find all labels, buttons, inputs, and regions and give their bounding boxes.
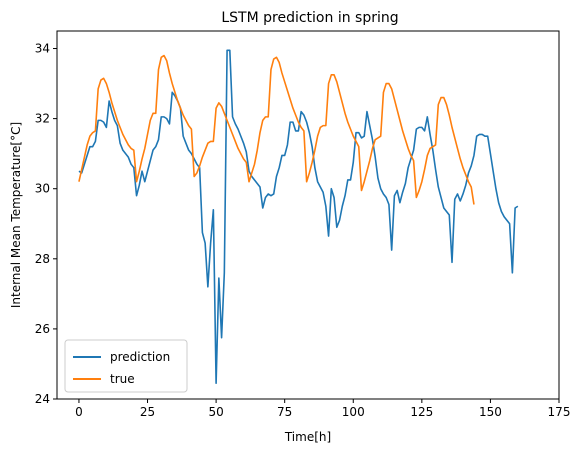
y-tick-label: 28: [35, 252, 50, 266]
x-tick-label: 75: [277, 405, 292, 419]
x-axis: 0 25 50 75 100 125 150 175: [75, 399, 570, 419]
x-tick-label: 150: [479, 405, 502, 419]
x-tick-label: 50: [208, 405, 223, 419]
series-layer: [78, 49, 519, 385]
y-tick-label: 34: [35, 42, 50, 56]
series-line-true: [78, 54, 475, 205]
series-line-prediction: [78, 49, 519, 385]
legend-label-prediction: prediction: [110, 350, 170, 364]
plot-frame: [56, 30, 560, 400]
y-axis: 24 26 28 30 32 34: [35, 42, 57, 406]
y-tick-label: 26: [35, 322, 50, 336]
x-axis-title: Time[h]: [284, 430, 331, 444]
y-tick-label: 24: [35, 392, 50, 406]
legend-label-true: true: [110, 372, 135, 386]
x-tick-label: 175: [548, 405, 571, 419]
legend: prediction true: [64, 339, 188, 393]
chart-title: LSTM prediction in spring: [221, 10, 398, 26]
x-tick-label: 0: [75, 405, 83, 419]
x-tick-label: 125: [410, 405, 433, 419]
x-tick-label: 100: [342, 405, 365, 419]
y-tick-label: 32: [35, 112, 50, 126]
y-axis-title: Internal Mean Temperature[°C]: [9, 122, 23, 308]
x-tick-label: 25: [140, 405, 155, 419]
y-tick-label: 30: [35, 182, 50, 196]
